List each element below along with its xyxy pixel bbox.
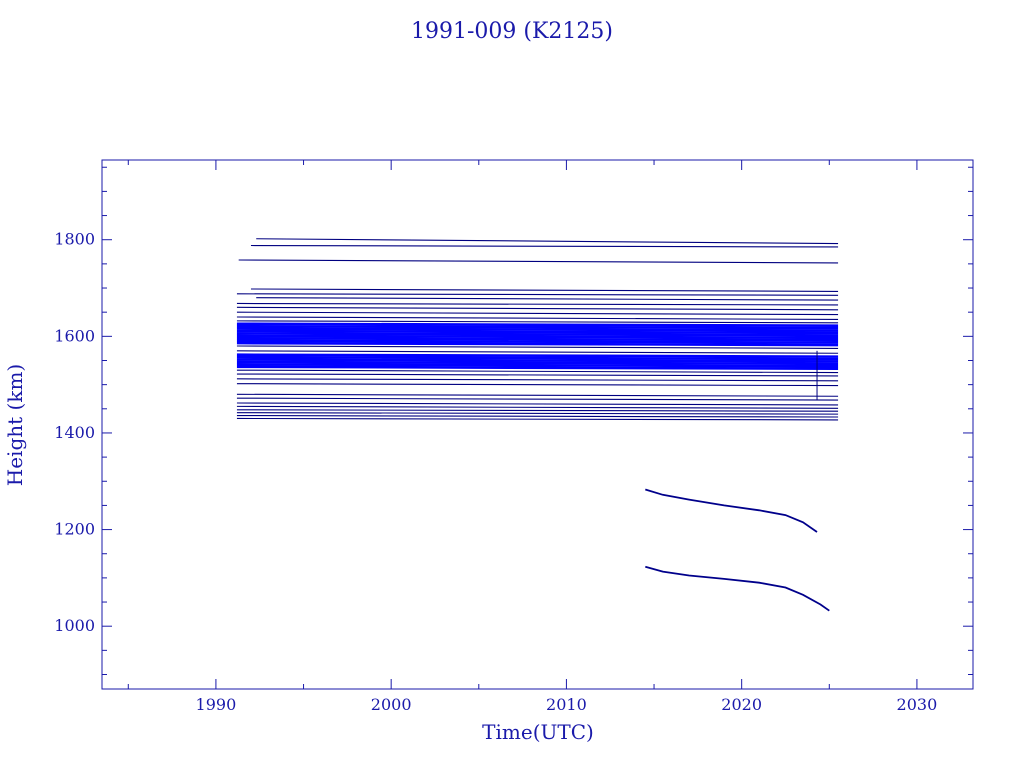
- series-line-dense: [236, 339, 839, 344]
- series-line: [256, 238, 839, 245]
- series-line-dense: [236, 360, 839, 366]
- x-tick-label: 2020: [721, 695, 762, 714]
- series-line-dense: [236, 332, 839, 337]
- series-line-dense: [236, 363, 839, 368]
- series-line: [236, 320, 839, 324]
- series-line: [236, 293, 839, 296]
- plot-frame: [101, 159, 974, 690]
- series-line: [236, 369, 839, 374]
- series-line: [236, 306, 839, 311]
- series-line: [250, 288, 839, 292]
- series-line-dense: [236, 334, 839, 340]
- x-tick-label: 2030: [897, 695, 938, 714]
- axis-tick-labels: 1990 2000 2010 2020 2030 1000 1200 1400 1600 1800: [54, 230, 937, 714]
- x-tick-label: 2010: [546, 695, 587, 714]
- y-tick-label: 1400: [54, 423, 95, 442]
- series-line-dense: [236, 336, 839, 342]
- series-line-dense: [236, 324, 839, 330]
- series-line: [236, 345, 839, 349]
- series-line-dense: [236, 365, 839, 371]
- y-tick-label: 1000: [54, 616, 95, 635]
- chart-title: 1991-009 (K2125): [411, 19, 613, 44]
- series-line: [236, 311, 839, 316]
- x-tick-label: 1990: [196, 695, 237, 714]
- series-line: [236, 393, 839, 397]
- x-axis-label: Time(UTC): [482, 720, 594, 744]
- y-axis-label: Height (km): [3, 364, 27, 486]
- series-line: [236, 417, 839, 421]
- series-line: [236, 405, 839, 409]
- series-line: [236, 383, 839, 387]
- series-line: [236, 302, 839, 306]
- series-line: [250, 244, 839, 248]
- series-line: [236, 412, 839, 415]
- x-tick-label: 2000: [371, 695, 412, 714]
- decay-series-line: [645, 488, 818, 533]
- decay-series-line: [645, 565, 830, 612]
- series-line: [236, 316, 839, 320]
- series-line: [236, 409, 839, 412]
- series-line: [236, 378, 839, 382]
- axis-ticks: [102, 160, 973, 689]
- series-line-dense: [236, 329, 839, 335]
- y-tick-label: 1200: [54, 520, 95, 539]
- series-line: [256, 297, 839, 301]
- series-line: [238, 259, 839, 264]
- series-line-dense: [236, 341, 839, 347]
- series-line-dense: [236, 353, 839, 358]
- series-line: [236, 373, 839, 377]
- series-layer: [236, 238, 839, 612]
- series-line: [236, 402, 839, 406]
- series-line: [236, 415, 839, 418]
- series-line-dense: [236, 355, 839, 361]
- series-line: [236, 350, 839, 354]
- series-line: [236, 397, 839, 401]
- series-line-dense: [236, 327, 839, 332]
- series-line-dense: [236, 358, 839, 363]
- y-tick-label: 1800: [54, 230, 95, 249]
- series-line-dense: [236, 322, 839, 328]
- y-tick-label: 1600: [54, 326, 95, 345]
